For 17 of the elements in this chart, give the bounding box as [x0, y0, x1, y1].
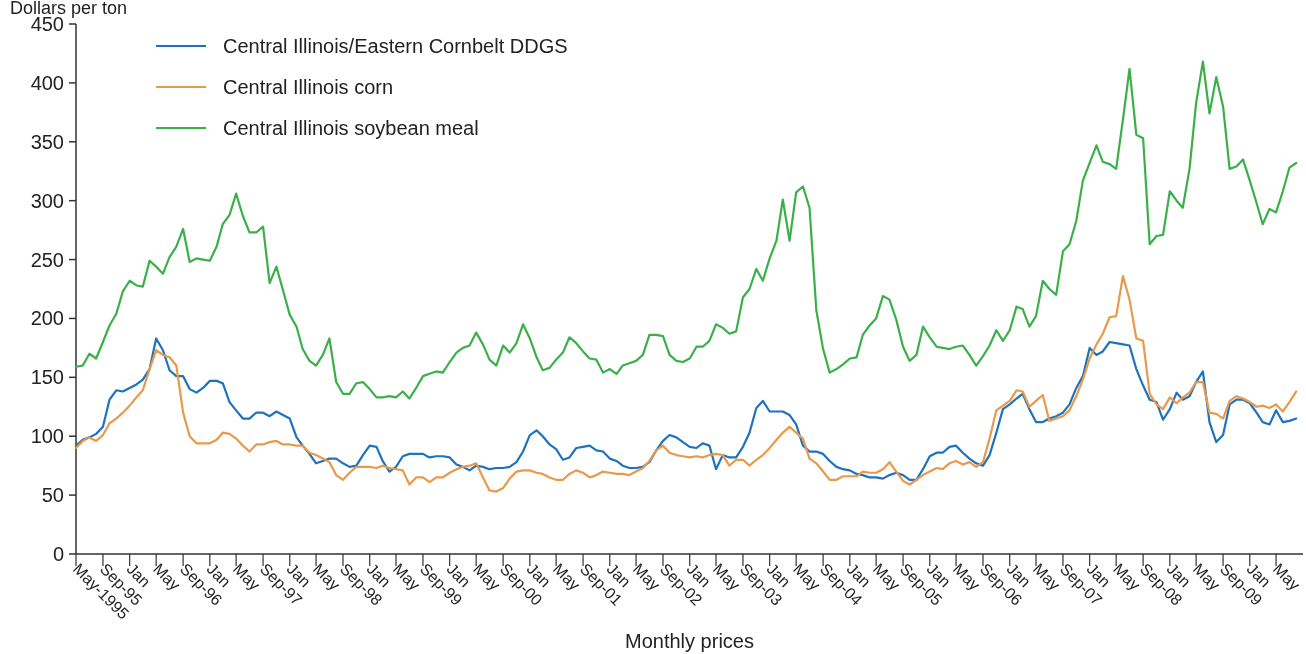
legend-label: Central Illinois soybean meal: [223, 117, 479, 139]
x-axis-title: Monthly prices: [625, 630, 754, 652]
y-tick-label: 0: [52, 543, 64, 565]
y-tick-label: 400: [30, 71, 64, 94]
y-tick-label: 200: [30, 307, 64, 330]
line-series: [74, 274, 1298, 493]
legend-label: Central Illinois corn: [223, 76, 394, 98]
x-tick-label: May: [1269, 560, 1304, 594]
legend-label: Central Illinois/Eastern Cornbelt DDGS: [223, 35, 568, 57]
y-tick-label: 100: [30, 425, 64, 448]
y-tick-label: 250: [30, 248, 64, 271]
y-tick-label: 350: [30, 130, 64, 153]
line-series: [74, 337, 1298, 481]
line-series: [74, 60, 1298, 400]
y-tick-label: 300: [30, 189, 64, 212]
y-tick-label: 150: [30, 366, 64, 389]
y-tick-label: 50: [41, 484, 64, 507]
